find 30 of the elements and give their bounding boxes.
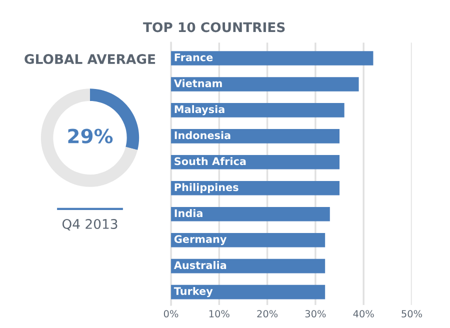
category-label: Turkey (174, 286, 213, 298)
x-tick-label: 0% (164, 310, 178, 318)
bar (171, 77, 359, 92)
bar (171, 180, 340, 196)
x-tick-label: 40% (353, 310, 374, 318)
category-label: India (174, 209, 202, 218)
category-label: Indonesia (174, 131, 230, 140)
bar (171, 103, 344, 118)
x-tick-label: 20% (257, 310, 278, 318)
category-label: South Africa (174, 157, 246, 166)
x-tick-label: 30% (305, 310, 326, 318)
chart-title: GLOBAL AVERAGE (24, 54, 156, 64)
data-label: 29% (68, 128, 113, 144)
donut-slice (40, 88, 138, 187)
bar (171, 129, 340, 144)
category-label: Philippines (174, 183, 238, 194)
x-tick-label: 10% (209, 310, 230, 318)
bar (171, 206, 330, 222)
bar (171, 155, 340, 170)
category-label: Malaysia (174, 105, 224, 116)
bar (171, 284, 326, 300)
bar (171, 232, 326, 248)
category-label: Australia (174, 261, 226, 270)
category-label: Vietnam (174, 79, 222, 88)
chart-title: TOP 10 COUNTRIES (143, 22, 285, 32)
x-tick-label: 50% (402, 310, 422, 318)
bar (171, 51, 374, 66)
category-label: Germany (174, 235, 227, 246)
category-label: France (174, 54, 213, 62)
text: Q4 2013 (62, 218, 118, 230)
